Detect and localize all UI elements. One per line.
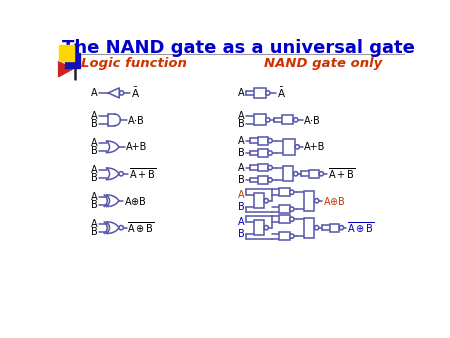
Bar (254, 193, 264, 209)
Bar (330, 224, 339, 232)
Text: A+B: A+B (304, 142, 326, 152)
Circle shape (119, 91, 124, 95)
Circle shape (264, 198, 269, 203)
Circle shape (339, 225, 344, 230)
Text: $\overline{\rm A+B}$: $\overline{\rm A+B}$ (129, 166, 156, 181)
Text: $\bar{\rm A}$: $\bar{\rm A}$ (277, 86, 286, 100)
Text: B: B (90, 146, 97, 156)
Text: B: B (90, 119, 97, 129)
Bar (254, 115, 266, 125)
Bar (258, 176, 268, 184)
Text: A: A (91, 165, 97, 175)
Text: A: A (238, 163, 245, 173)
Text: A: A (238, 111, 245, 121)
Text: $\bar{\rm A}$: $\bar{\rm A}$ (131, 86, 140, 100)
Circle shape (295, 145, 299, 149)
Text: B: B (90, 199, 97, 210)
Circle shape (264, 225, 269, 230)
Text: A+B: A+B (126, 142, 147, 152)
Circle shape (119, 172, 123, 176)
Bar (284, 139, 295, 154)
Text: B: B (238, 202, 245, 212)
Text: B: B (238, 119, 245, 129)
Text: A: A (91, 111, 97, 121)
Circle shape (268, 139, 272, 143)
Text: A: A (91, 219, 97, 229)
Circle shape (293, 118, 298, 122)
Text: NAND gate only: NAND gate only (265, 57, 383, 70)
Text: A$\oplus$B: A$\oplus$B (124, 195, 147, 207)
Bar (258, 164, 268, 171)
Text: B: B (238, 229, 245, 239)
Circle shape (315, 198, 319, 203)
Text: B: B (90, 173, 97, 183)
Text: A$\cdot$B: A$\cdot$B (303, 114, 321, 126)
Text: B: B (90, 226, 97, 237)
Text: A: A (91, 138, 97, 148)
Bar (258, 149, 268, 157)
Bar (65, 53, 80, 68)
Text: The NAND gate as a universal gate: The NAND gate as a universal gate (62, 39, 415, 57)
Circle shape (319, 172, 324, 176)
Bar (304, 218, 314, 238)
Circle shape (290, 190, 294, 194)
Bar (279, 206, 289, 213)
Bar (279, 215, 289, 223)
Text: A: A (238, 190, 245, 199)
Bar (282, 115, 293, 124)
Circle shape (290, 207, 294, 211)
Circle shape (268, 151, 272, 155)
Bar (304, 191, 314, 211)
Text: A$\oplus$B: A$\oplus$B (323, 195, 346, 207)
Text: Logic function: Logic function (81, 57, 187, 70)
Circle shape (266, 118, 270, 122)
Circle shape (315, 225, 319, 230)
Text: A$\cdot$B: A$\cdot$B (127, 114, 145, 126)
Text: $\overline{\rm A\oplus B}$: $\overline{\rm A\oplus B}$ (347, 220, 374, 235)
Text: B: B (238, 175, 245, 185)
Circle shape (268, 166, 272, 170)
Bar (58, 45, 74, 61)
Bar (279, 188, 289, 196)
Text: A: A (91, 192, 97, 202)
Text: A: A (91, 88, 97, 98)
Circle shape (266, 91, 270, 95)
Text: $\overline{\rm A\oplus B}$: $\overline{\rm A\oplus B}$ (127, 220, 155, 235)
Bar (254, 88, 266, 98)
Circle shape (119, 225, 123, 230)
Polygon shape (58, 62, 72, 77)
Bar (279, 232, 289, 240)
Bar (254, 220, 264, 235)
Text: A: A (238, 217, 245, 226)
Text: B: B (238, 148, 245, 158)
Circle shape (290, 234, 294, 238)
Circle shape (290, 217, 294, 221)
Circle shape (293, 172, 298, 176)
Bar (284, 166, 293, 182)
Bar (309, 170, 319, 178)
Text: $\overline{\rm A+B}$: $\overline{\rm A+B}$ (328, 166, 355, 181)
Bar (258, 137, 268, 145)
Text: A: A (238, 88, 245, 98)
Text: A: A (238, 136, 245, 146)
Circle shape (268, 178, 272, 182)
